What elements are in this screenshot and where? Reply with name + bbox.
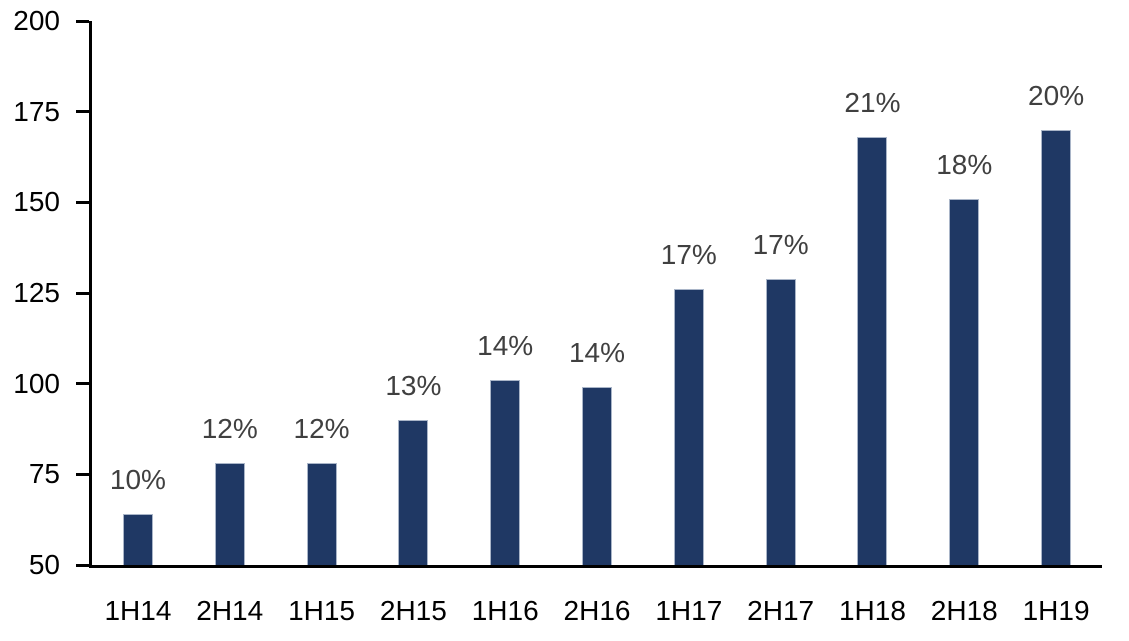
x-tick-label: 2H16 <box>563 595 631 626</box>
y-tick-label: 175 <box>13 95 60 127</box>
bar-value-label: 17% <box>752 228 809 260</box>
bar-value-label: 20% <box>1028 79 1085 111</box>
x-tick-label: 1H19 <box>1022 595 1090 626</box>
bar-2H16 <box>582 387 612 565</box>
bar-1H15 <box>306 463 337 565</box>
y-tick-mark <box>76 19 89 23</box>
bar-1H14 <box>122 514 153 565</box>
x-tick-label: 2H15 <box>379 595 447 626</box>
bar-value-label: 18% <box>936 148 993 180</box>
bar-value-label: 14% <box>568 337 626 369</box>
bar-value-label: 12% <box>201 413 258 445</box>
y-tick-mark <box>76 382 89 386</box>
bar-value-label: 21% <box>844 87 901 119</box>
x-tick-label: 2H17 <box>747 595 815 626</box>
bar-2H17 <box>765 278 796 565</box>
bar-2H18 <box>949 198 980 565</box>
y-tick-mark <box>76 200 89 204</box>
y-tick-label: 100 <box>13 367 60 399</box>
y-tick-mark <box>76 563 89 567</box>
bar-value-label: 10% <box>109 464 166 496</box>
x-tick-label: 1H18 <box>838 595 906 626</box>
y-tick-label: 50 <box>28 549 60 580</box>
x-tick-label: 1H16 <box>471 595 539 626</box>
x-tick-label: 1H15 <box>288 595 355 626</box>
bar-value-label: 14% <box>477 330 534 362</box>
x-tick-label: 1H14 <box>104 595 172 626</box>
bar-1H19 <box>1041 129 1072 565</box>
bar-2H14 <box>214 463 245 565</box>
bar-1H17 <box>673 289 704 565</box>
y-tick-label: 200 <box>13 5 60 36</box>
y-tick-mark <box>76 110 89 114</box>
bar-value-label: 12% <box>293 413 350 445</box>
bar-1H18 <box>857 137 888 565</box>
y-tick-mark <box>76 291 89 295</box>
y-tick-label: 150 <box>13 186 60 218</box>
x-tick-label: 2H18 <box>930 595 998 626</box>
x-tick-label: 2H14 <box>196 595 264 626</box>
bar-1H16 <box>490 380 521 565</box>
bar-value-label: 13% <box>385 369 442 401</box>
x-tick-label: 1H17 <box>655 595 723 626</box>
bar-value-label: 17% <box>660 239 717 271</box>
bar-2H15 <box>398 419 429 565</box>
y-tick-label: 75 <box>28 458 60 490</box>
plot-area: 50 75 100 125 150 175 200 10% 1H14 12% 2H14 12% 1H15… <box>13 5 1102 626</box>
y-tick-mark <box>76 472 89 476</box>
y-tick-label: 125 <box>13 277 60 308</box>
